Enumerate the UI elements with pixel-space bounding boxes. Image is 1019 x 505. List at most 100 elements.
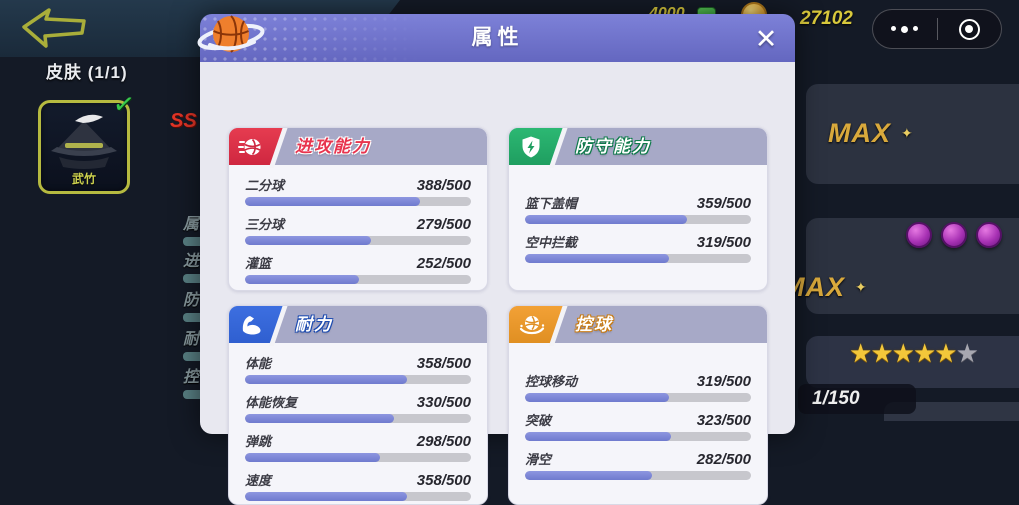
stat-list: 控球移动 319/500 突破 323/500 滑空 282/500 bbox=[509, 343, 767, 492]
stat-progress-track bbox=[525, 471, 751, 480]
stat-progress-fill bbox=[245, 236, 372, 245]
stat-row: 二分球 388/500 bbox=[245, 175, 471, 206]
stat-card-header: 控球 bbox=[509, 306, 767, 346]
purple-gem-orb-icon bbox=[906, 222, 932, 248]
stat-value: 358/500 bbox=[416, 472, 471, 489]
max-level-label-1: MAX ✦ bbox=[828, 118, 914, 148]
record-circle-icon bbox=[958, 18, 980, 40]
star-filled-icon: ★ bbox=[891, 338, 915, 368]
stat-row: 体能 358/500 bbox=[245, 353, 471, 384]
stat-progress-fill bbox=[245, 414, 395, 423]
stat-row: 三分球 279/500 bbox=[245, 214, 471, 245]
stat-label: 突破 bbox=[525, 413, 552, 428]
stat-row: 弹跳 298/500 bbox=[245, 431, 471, 462]
stat-value: 359/500 bbox=[696, 195, 751, 212]
stat-value: 282/500 bbox=[696, 451, 751, 468]
modal-body: 进攻能力 二分球 388/500 三分球 279/500 灌篮 252/500 bbox=[200, 62, 795, 505]
stat-row: 体能恢复 330/500 bbox=[245, 392, 471, 423]
stat-progress-track bbox=[525, 215, 751, 224]
star-filled-icon: ★ bbox=[849, 338, 873, 368]
star-filled-icon: ★ bbox=[870, 338, 894, 368]
stat-progress-fill bbox=[525, 471, 653, 480]
bg-nav-label: 防 bbox=[183, 292, 200, 309]
skin-name: 武竹 bbox=[71, 172, 96, 186]
purple-gem-orb-icon bbox=[941, 222, 967, 248]
stat-progress-fill bbox=[245, 375, 407, 384]
stat-progress-track bbox=[525, 254, 751, 263]
stat-card-title: 控球 bbox=[575, 315, 613, 334]
star-filled-icon: ★ bbox=[912, 338, 937, 368]
basketball-logo-icon bbox=[196, 4, 268, 66]
side-panel-stars bbox=[806, 336, 1019, 388]
stat-progress-track bbox=[245, 492, 471, 501]
stat-label: 空中拦截 bbox=[525, 235, 578, 250]
stat-value: 330/500 bbox=[416, 394, 471, 411]
stat-label: 篮下盖帽 bbox=[525, 196, 578, 211]
stat-value: 358/500 bbox=[416, 355, 471, 372]
stat-progress-track bbox=[525, 432, 751, 441]
purple-gem-orb-icon bbox=[976, 222, 1002, 248]
stat-progress-fill bbox=[525, 432, 671, 441]
stat-card-defense: 防守能力 篮下盖帽 359/500 空中拦截 319/500 bbox=[508, 127, 768, 291]
stat-progress-track bbox=[245, 197, 471, 206]
stat-card-title: 进攻能力 bbox=[295, 137, 371, 156]
side-panel-upgrade-1 bbox=[806, 84, 1019, 184]
stat-label: 体能 bbox=[245, 356, 272, 371]
modal-title: 属性 bbox=[471, 26, 524, 49]
mini-program-capsule bbox=[872, 9, 1002, 49]
stat-value: 319/500 bbox=[696, 373, 751, 390]
stat-value: 252/500 bbox=[416, 255, 471, 272]
stat-card-header: 耐力 bbox=[229, 306, 487, 346]
rarity-badge: SS bbox=[170, 110, 197, 132]
stat-row: 速度 358/500 bbox=[245, 470, 471, 501]
stat-list: 篮下盖帽 359/500 空中拦截 319/500 bbox=[509, 165, 767, 275]
stat-value: 298/500 bbox=[416, 433, 471, 450]
bg-nav-label: 属 bbox=[183, 216, 200, 233]
stat-progress-track bbox=[245, 453, 471, 462]
progress-counter: 1/150 bbox=[798, 384, 916, 414]
more-options-button[interactable] bbox=[873, 10, 937, 48]
stat-card-title: 防守能力 bbox=[575, 137, 651, 156]
sparkle-icon: ✦ bbox=[901, 125, 914, 141]
stat-progress-fill bbox=[245, 275, 359, 284]
close-icon[interactable]: ✕ bbox=[754, 24, 778, 54]
stat-progress-track bbox=[245, 236, 471, 245]
stat-progress-track bbox=[245, 375, 471, 384]
stat-row: 滑空 282/500 bbox=[525, 449, 751, 480]
stat-label: 速度 bbox=[245, 473, 272, 488]
stat-progress-fill bbox=[525, 393, 670, 402]
stat-label: 滑空 bbox=[525, 452, 552, 467]
more-dots-icon bbox=[891, 25, 919, 33]
stat-list: 二分球 388/500 三分球 279/500 灌篮 252/500 bbox=[229, 165, 487, 290]
bg-nav-label: 进 bbox=[183, 253, 200, 270]
capsule-divider bbox=[936, 18, 938, 40]
stat-progress-fill bbox=[245, 197, 421, 206]
bg-nav-label: 控 bbox=[183, 369, 200, 386]
side-panel-corner bbox=[884, 402, 1019, 421]
skin-section-title: 皮肤 (1/1) bbox=[46, 63, 128, 82]
stat-value: 279/500 bbox=[416, 216, 471, 233]
stat-value: 388/500 bbox=[416, 177, 471, 194]
stat-progress-fill bbox=[245, 492, 407, 501]
stat-progress-track bbox=[245, 414, 471, 423]
stat-label: 控球移动 bbox=[525, 374, 578, 389]
skin-thumbnail bbox=[51, 114, 117, 169]
stat-card-header: 进攻能力 bbox=[229, 128, 487, 168]
coin-currency-value: 27102 bbox=[800, 8, 853, 29]
sparkle-icon: ✦ bbox=[855, 279, 868, 295]
stat-progress-fill bbox=[525, 254, 670, 263]
stat-progress-fill bbox=[245, 453, 380, 462]
stat-row: 空中拦截 319/500 bbox=[525, 232, 751, 263]
stat-row: 突破 323/500 bbox=[525, 410, 751, 441]
stat-list: 体能 358/500 体能恢复 330/500 弹跳 298/500 速度 35… bbox=[229, 343, 487, 504]
stat-progress-fill bbox=[525, 215, 688, 224]
attributes-modal: 属性 ✕ 进攻能力 二分球 388/500 三分球 bbox=[197, 14, 795, 505]
stat-card-control: 控球 控球移动 319/500 突破 323/500 滑空 282/500 bbox=[508, 305, 768, 505]
star-filled-icon: ★ bbox=[934, 338, 958, 368]
skin-card[interactable]: 武竹 ✓ bbox=[38, 88, 137, 194]
stat-value: 319/500 bbox=[696, 234, 751, 251]
stat-progress-track bbox=[245, 275, 471, 284]
exit-button[interactable] bbox=[938, 10, 1002, 48]
back-arrow-icon[interactable] bbox=[16, 6, 92, 52]
stat-label: 灌篮 bbox=[245, 256, 272, 271]
